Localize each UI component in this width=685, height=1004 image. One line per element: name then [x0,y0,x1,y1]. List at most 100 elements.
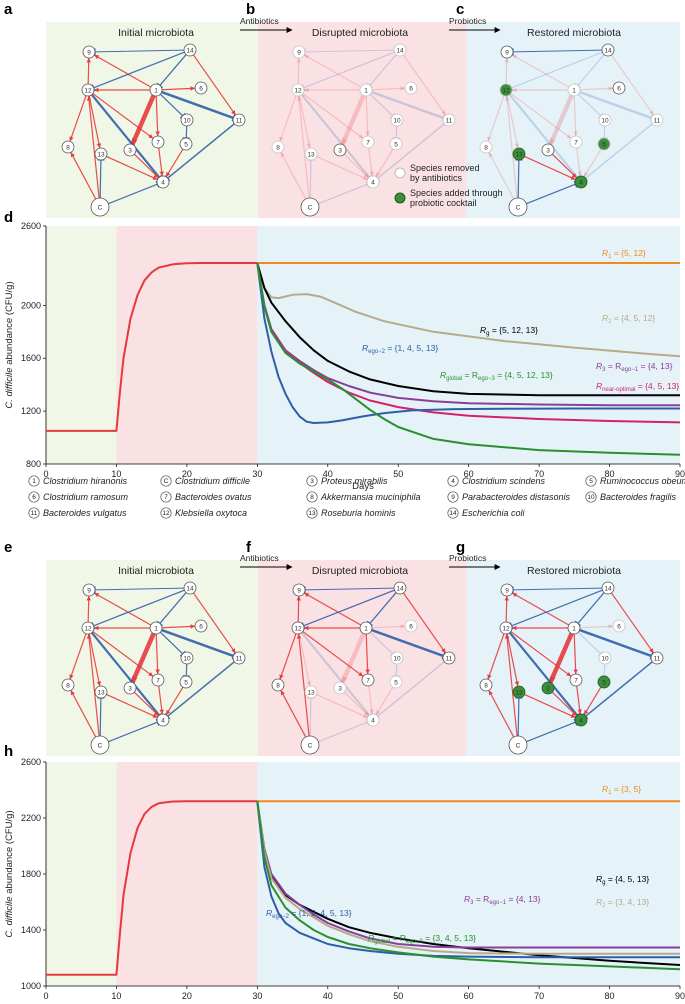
node-label-5-c: 5 [602,141,606,148]
x-tick-label: 80 [605,991,615,1001]
species-name-9: Parabacteroides distasonis [462,492,571,502]
node-label-5-g: 5 [602,679,606,686]
node-label-10-e: 10 [183,655,191,662]
y-axis-label-rest: abundance (CFU/g) [4,810,15,896]
node-C-g [508,735,528,755]
node-3-c [541,143,555,157]
series-label-sub: ego−2 [272,914,290,920]
node-9-a [82,45,96,59]
series-label-rest2: = {4, 13} [638,361,672,371]
chart-d-plot: 0 10 20 30 40 50 60 70 80 90 800 1200 1600 2000 2600 Da… [4,221,685,492]
node-12-f [291,621,305,635]
node-14-b [393,43,407,57]
edge-14-12-c [510,51,604,89]
edge-12-13-a [88,95,101,149]
y-tick-label: 2200 [21,813,41,823]
species-icon-7 [160,491,172,503]
edge-head-5-4-c [584,171,589,177]
node-label-14-b: 14 [396,47,404,54]
edge-head-12-8-a [69,136,74,142]
node-label-1-b: 1 [364,87,368,94]
species-name-7: Bacteroides ovatus [175,492,252,502]
edge-13-4-f [315,693,369,719]
species-number-8: 8 [310,494,314,501]
probiotics-arrow-label-bottom: Probiotics [449,553,486,563]
edge-1-6-f [371,625,406,629]
node-12-b [291,83,305,97]
x-tick-label: 10 [111,991,121,1001]
node-label-8-g: 8 [484,682,488,689]
edge-14-11-g [610,592,655,654]
node-label-13-c: 13 [515,151,523,158]
edge-1-3-b [340,93,366,147]
node-label-12-e: 12 [84,625,92,632]
node-label-3-f: 3 [338,685,342,692]
node-label-7-f: 7 [366,677,370,684]
edge-1-11-f [370,628,445,658]
series-line-3 [256,801,680,955]
bottom-network-section: e f g Initial microbiota Disrupted micro… [4,539,680,756]
panel-e-title: Initial microbiota [118,565,194,577]
species-number-9: 9 [451,494,455,501]
edge-12-7-a [92,92,154,140]
edge-head-12-8-b [279,136,284,142]
edge-head-1-7-c [573,131,578,137]
node-legend: Species removed by antibiotics Species a… [394,163,503,208]
series-label-sub: 1 [608,790,612,796]
node-label-1-g: 1 [572,625,576,632]
panel-g-title: Restored microbiota [527,565,621,577]
edge-C-4-f [317,721,369,743]
edge-12-13-g [506,633,519,687]
node-label-6-g: 6 [617,623,621,630]
species-name-1: Clostridium hiranonis [43,476,128,486]
edge-14-9-f [304,587,395,591]
node-1-a [149,83,163,97]
y-axis-label-italic: C. difficile [4,896,15,937]
species-number-7: 7 [164,494,168,501]
series-label-sub: global [374,939,390,945]
x-tick-label: 60 [464,469,474,479]
node-13-b [304,147,318,161]
node-label-5-a: 5 [184,141,188,148]
edge-13-4-c [523,155,577,181]
species-number-4: 4 [451,478,455,485]
node-label-1-c: 1 [572,87,576,94]
edge-C-13-b [309,159,312,199]
edge-head-7-4-c [577,171,582,177]
edge-head-12-7-f [358,671,364,677]
edge-12-13-f [298,633,311,687]
series-label-main: R [266,908,272,918]
series-label-main: R [464,894,470,904]
edge-12-7-g [510,630,572,678]
node-7-a [151,135,165,149]
edge-head-14-11-b [441,110,446,116]
chart-h: h 0 10 20 30 40 50 60 70 80 90 1000 1400 1800 2200 260… [4,743,685,1004]
series-label-main: R [602,248,608,258]
edge-12-8-c [487,95,505,142]
series-label-main: R [602,784,608,794]
panel-e-background [46,560,258,756]
series-line-5 [256,801,681,971]
node-label-8-a: 8 [66,144,70,151]
edge-7-4-b [368,147,373,177]
x-tick-label: 20 [182,991,192,1001]
series-label-rest: = R [390,933,406,943]
edge-head-1-6-e [190,624,196,629]
edge-1-11-b [370,90,445,120]
edge-7-4-c [576,147,581,177]
series-label-rest: = {3, 5} [611,784,641,794]
x-tick-label: 60 [464,991,474,1001]
node-4-a [156,175,170,189]
edge-head-1-6-a [190,86,196,91]
node-label-4-g: 4 [579,717,583,724]
edge-head-12-7-e [148,671,154,677]
y-tick-label: 800 [26,459,41,469]
edge-14-11-a [192,54,237,116]
species-icon-11 [28,507,40,519]
species-name-10: Bacteroides fragilis [600,492,677,502]
species-number-5: 5 [589,478,593,485]
node-3-g [541,681,555,695]
edge-14-1-a [159,53,187,87]
species-number-1: 1 [32,478,36,485]
